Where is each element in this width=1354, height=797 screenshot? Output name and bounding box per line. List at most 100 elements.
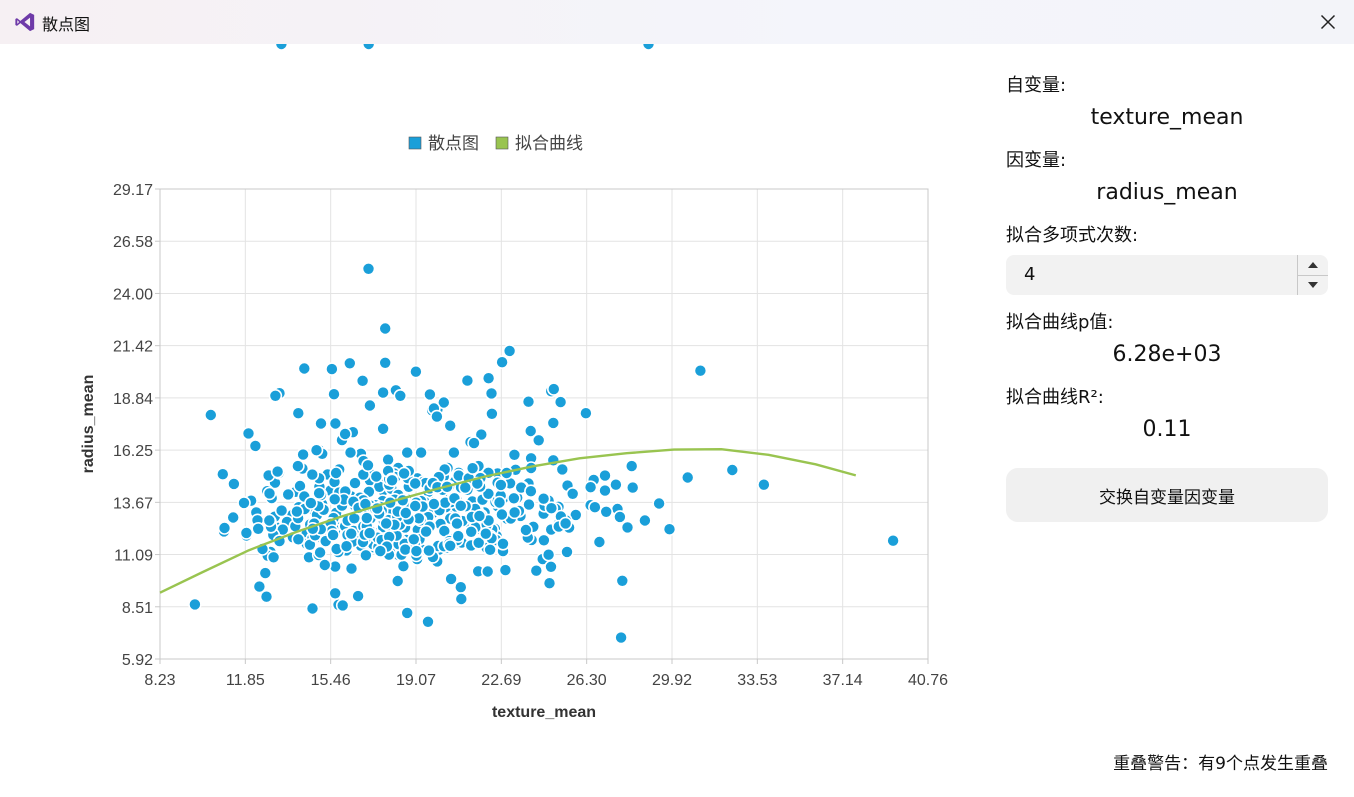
- data-point: [422, 543, 436, 558]
- data-point: [397, 466, 411, 481]
- data-point: [481, 371, 496, 386]
- data-point: [376, 421, 390, 436]
- data-point: [519, 523, 533, 537]
- spin-up-button[interactable]: [1298, 255, 1328, 276]
- data-point: [638, 513, 652, 528]
- data-point: [588, 500, 602, 515]
- p-value-label: 拟合曲线p值:: [1006, 312, 1114, 333]
- data-point: [546, 382, 561, 396]
- data-point: [309, 443, 324, 458]
- data-point: [237, 496, 251, 510]
- data-point: [359, 511, 374, 525]
- data-point: [680, 470, 695, 485]
- data-point: [553, 395, 568, 409]
- data-point: [464, 524, 479, 539]
- data-point: [465, 461, 480, 476]
- close-button[interactable]: [1302, 0, 1354, 44]
- y-tick-label: 5.92: [122, 652, 153, 669]
- data-point: [453, 498, 468, 513]
- independent-variable-value: texture_mean: [1090, 105, 1244, 130]
- data-point: [625, 480, 640, 495]
- x-tick-label: 26.30: [567, 672, 607, 689]
- overlap-warning: 重叠警告：有9个点发生重叠: [1113, 754, 1328, 774]
- data-point: [313, 545, 327, 560]
- data-point: [615, 573, 630, 588]
- data-point: [414, 445, 428, 460]
- data-point: [430, 409, 444, 424]
- data-point: [400, 606, 415, 620]
- arrow-up-icon: [1308, 262, 1318, 268]
- data-point: [523, 424, 538, 438]
- data-point: [239, 526, 254, 540]
- y-tick-label: 16.25: [113, 443, 153, 460]
- data-point: [259, 589, 274, 604]
- data-point: [327, 492, 342, 507]
- data-point: [262, 513, 277, 528]
- data-point: [359, 548, 373, 563]
- polynomial-degree-input[interactable]: 4: [1024, 264, 1036, 285]
- data-point: [258, 566, 273, 580]
- x-tick-label: 11.85: [226, 672, 265, 689]
- data-point: [227, 477, 241, 491]
- data-point: [270, 464, 285, 479]
- data-point: [542, 576, 557, 591]
- r-squared-label: 拟合曲线R²:: [1006, 387, 1104, 408]
- data-point: [436, 395, 451, 410]
- swap-variables-button[interactable]: 交换自变量因变量: [1006, 468, 1328, 522]
- x-tick-label: 8.23: [144, 672, 175, 689]
- data-point: [565, 486, 580, 501]
- data-point: [188, 597, 202, 612]
- data-point: [555, 462, 570, 477]
- data-point: [450, 516, 464, 531]
- data-point: [467, 436, 481, 450]
- data-point: [620, 520, 635, 535]
- fit-curve: [159, 448, 857, 594]
- data-point: [251, 521, 266, 536]
- data-point: [453, 580, 468, 595]
- data-point: [598, 483, 612, 498]
- data-point: [327, 387, 341, 402]
- data-point: [326, 528, 340, 542]
- data-point: [290, 504, 304, 519]
- data-point: [312, 486, 326, 501]
- data-point: [419, 524, 433, 539]
- data-point: [725, 463, 740, 477]
- data-point: [393, 388, 408, 403]
- data-point: [560, 545, 574, 559]
- data-point: [544, 559, 558, 574]
- polynomial-degree-spinbox[interactable]: 4: [1006, 255, 1328, 295]
- scatter-series: [188, 44, 900, 645]
- data-point: [614, 630, 628, 645]
- x-tick-label: 37.14: [823, 672, 863, 689]
- data-point: [609, 477, 623, 492]
- data-point: [652, 496, 666, 511]
- data-point: [524, 484, 538, 499]
- data-point: [325, 362, 339, 376]
- data-point: [406, 532, 421, 547]
- data-point: [641, 44, 656, 51]
- y-tick-label: 29.17: [113, 182, 153, 199]
- data-point: [305, 601, 320, 616]
- data-point: [522, 497, 536, 512]
- scatter-chart: 8.23 11.85 15.46 19.07 22.69 26.30 29.92 33.53 3…: [80, 44, 948, 721]
- data-point: [226, 510, 240, 525]
- data-point: [304, 496, 318, 510]
- chart-legend: 散点图 拟合曲线: [408, 134, 583, 154]
- chart-area: 8.23 11.85 15.46 19.07 22.69 26.30 29.92 33.53 3…: [0, 44, 980, 797]
- data-point: [296, 447, 310, 462]
- y-tick-label: 18.84: [113, 391, 153, 408]
- data-point: [583, 480, 598, 495]
- data-point: [291, 406, 306, 421]
- data-point: [886, 533, 900, 548]
- y-tick-label: 11.09: [114, 548, 153, 565]
- data-point: [757, 477, 771, 492]
- data-point: [241, 426, 256, 441]
- data-point: [478, 526, 493, 541]
- data-point: [338, 427, 352, 441]
- data-point: [662, 522, 677, 537]
- data-point: [408, 499, 423, 513]
- data-point: [204, 408, 218, 422]
- data-point: [408, 476, 423, 491]
- spin-down-button[interactable]: [1298, 275, 1328, 295]
- data-point: [471, 535, 486, 550]
